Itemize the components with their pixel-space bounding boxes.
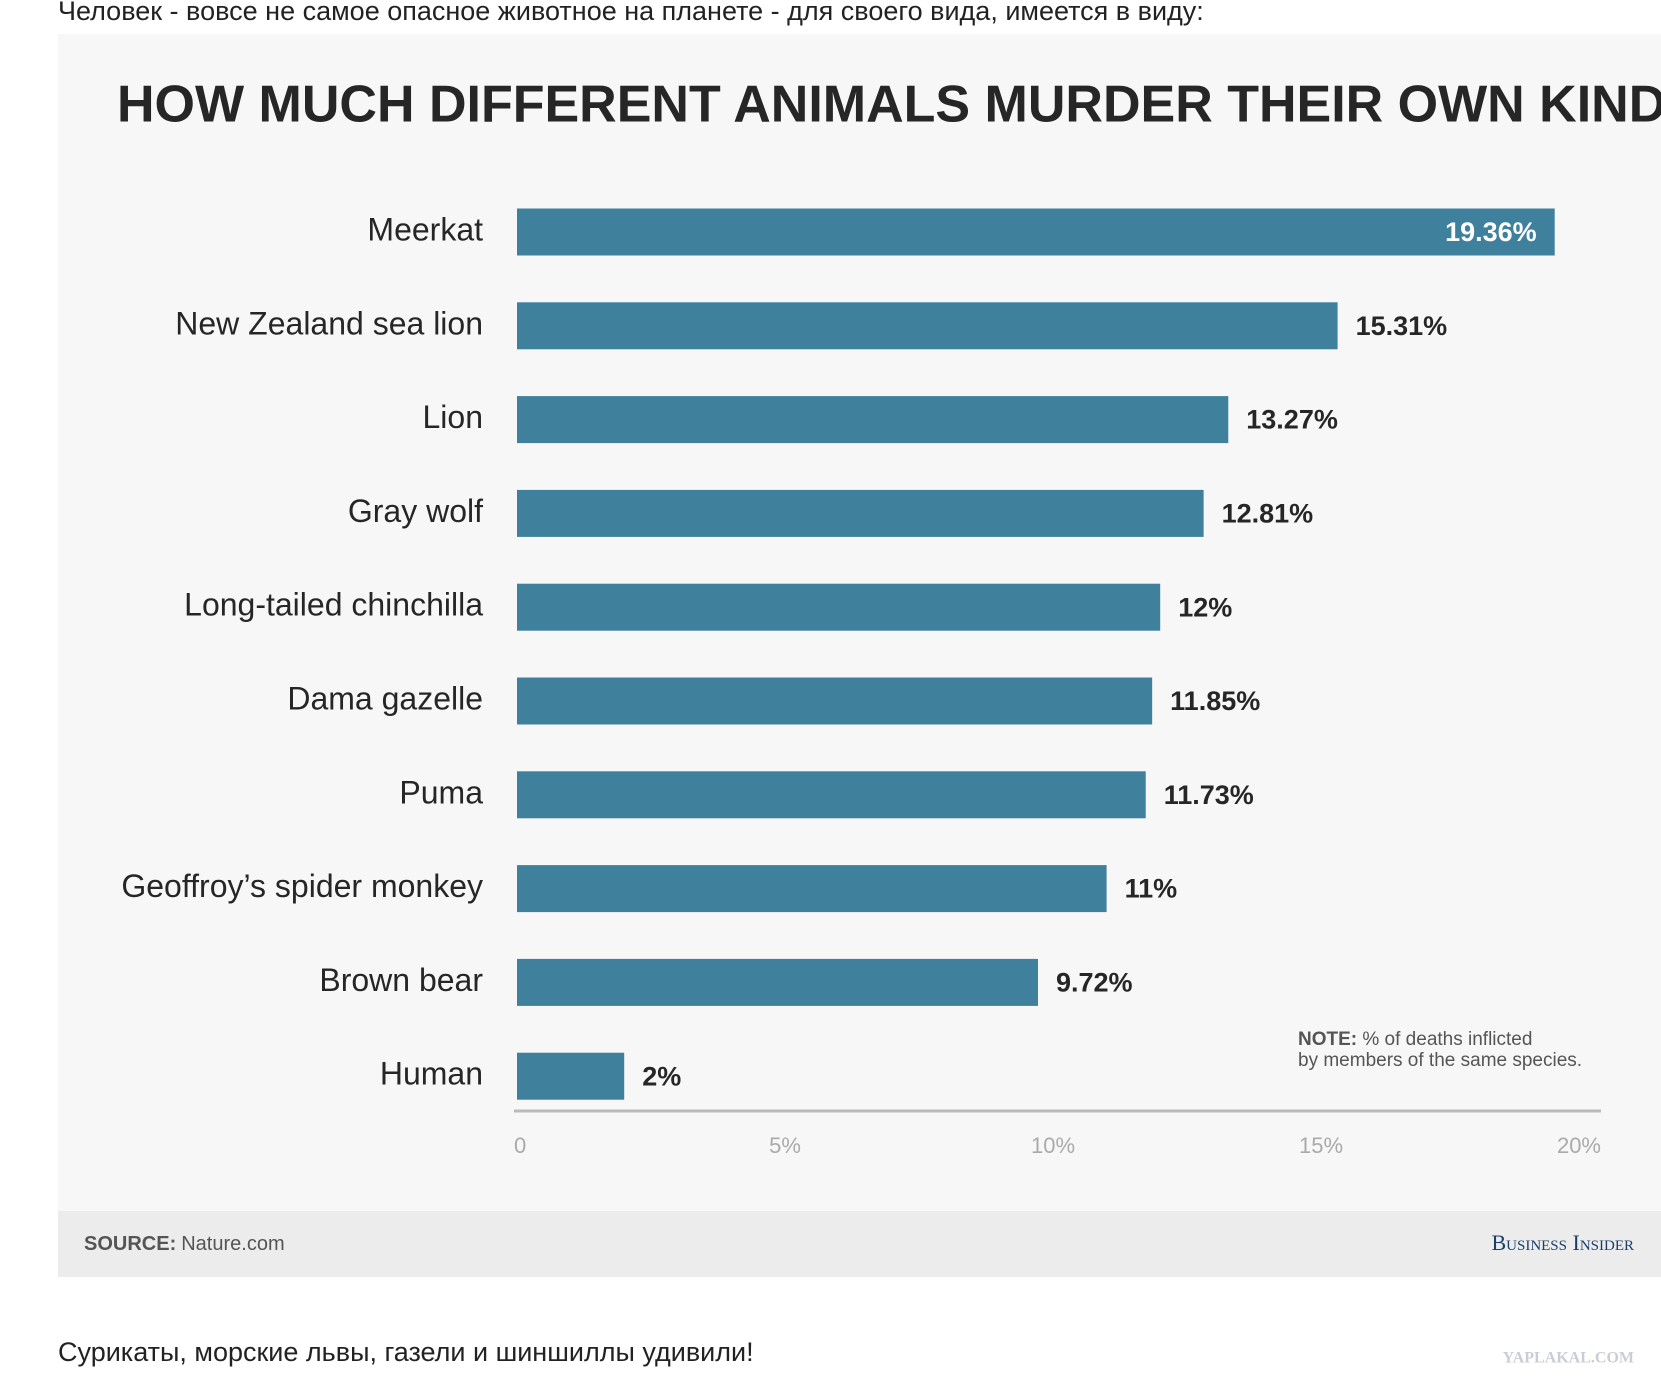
source: SOURCE: Nature.com	[84, 1233, 285, 1255]
value-label: 19.36%	[1445, 217, 1537, 247]
category-label: Brown bear	[319, 962, 483, 998]
x-tick-label: 10%	[1031, 1133, 1075, 1158]
bar	[517, 489, 1204, 537]
source-text: Nature.com	[181, 1233, 284, 1255]
category-label: Dama gazelle	[287, 680, 483, 716]
note-label: NOTE:	[1298, 1029, 1357, 1050]
value-label: 9.72%	[1056, 968, 1133, 998]
bar	[517, 865, 1107, 913]
value-label: 11.73%	[1164, 780, 1254, 810]
category-label: Lion	[423, 399, 484, 435]
source-band	[58, 1211, 1661, 1277]
bar	[517, 677, 1153, 725]
intro-text: Человек - вовсе не самое опасное животно…	[58, 0, 1204, 26]
x-tick-label: 5%	[769, 1133, 801, 1158]
bar	[517, 771, 1146, 819]
category-label: Puma	[399, 774, 483, 810]
brand: Business Insider	[1491, 1230, 1634, 1255]
note: NOTE: % of deaths inflicted by members of…	[1298, 1029, 1582, 1071]
bar	[517, 583, 1161, 631]
value-label: 13.27%	[1246, 405, 1338, 435]
bar	[517, 302, 1338, 350]
category-label: Human	[380, 1056, 483, 1092]
category-label: Gray wolf	[348, 493, 483, 529]
value-label: 12.81%	[1222, 499, 1314, 529]
bar	[517, 396, 1229, 444]
watermark: YAPLAKAL.COM	[1503, 1350, 1634, 1367]
x-tick-label: 15%	[1299, 1133, 1343, 1158]
value-label: 2%	[642, 1061, 681, 1091]
x-tick-label: 20%	[1557, 1133, 1601, 1158]
chart-title: HOW MUCH DIFFERENT ANIMALS MURDER THEIR …	[117, 76, 1661, 134]
bar	[517, 1052, 625, 1100]
source-label: SOURCE:	[84, 1233, 176, 1255]
bar	[517, 958, 1038, 1006]
category-label: Meerkat	[367, 211, 483, 247]
bar	[517, 208, 1555, 256]
value-label: 11.85%	[1170, 686, 1260, 716]
category-label: Long-tailed chinchilla	[184, 587, 483, 623]
note-text: % of deaths inflicted	[1357, 1029, 1532, 1050]
value-label: 11%	[1125, 874, 1178, 904]
category-label: Geoffroy’s spider monkey	[121, 868, 483, 904]
value-label: 15.31%	[1356, 311, 1448, 341]
note-text-line: by members of the same species.	[1298, 1050, 1582, 1071]
category-label: New Zealand sea lion	[175, 305, 483, 341]
value-label: 12%	[1178, 592, 1232, 622]
x-tick-label: 0	[514, 1133, 526, 1158]
footer-text: Сурикаты, морские львы, газели и шиншилл…	[58, 1337, 754, 1367]
